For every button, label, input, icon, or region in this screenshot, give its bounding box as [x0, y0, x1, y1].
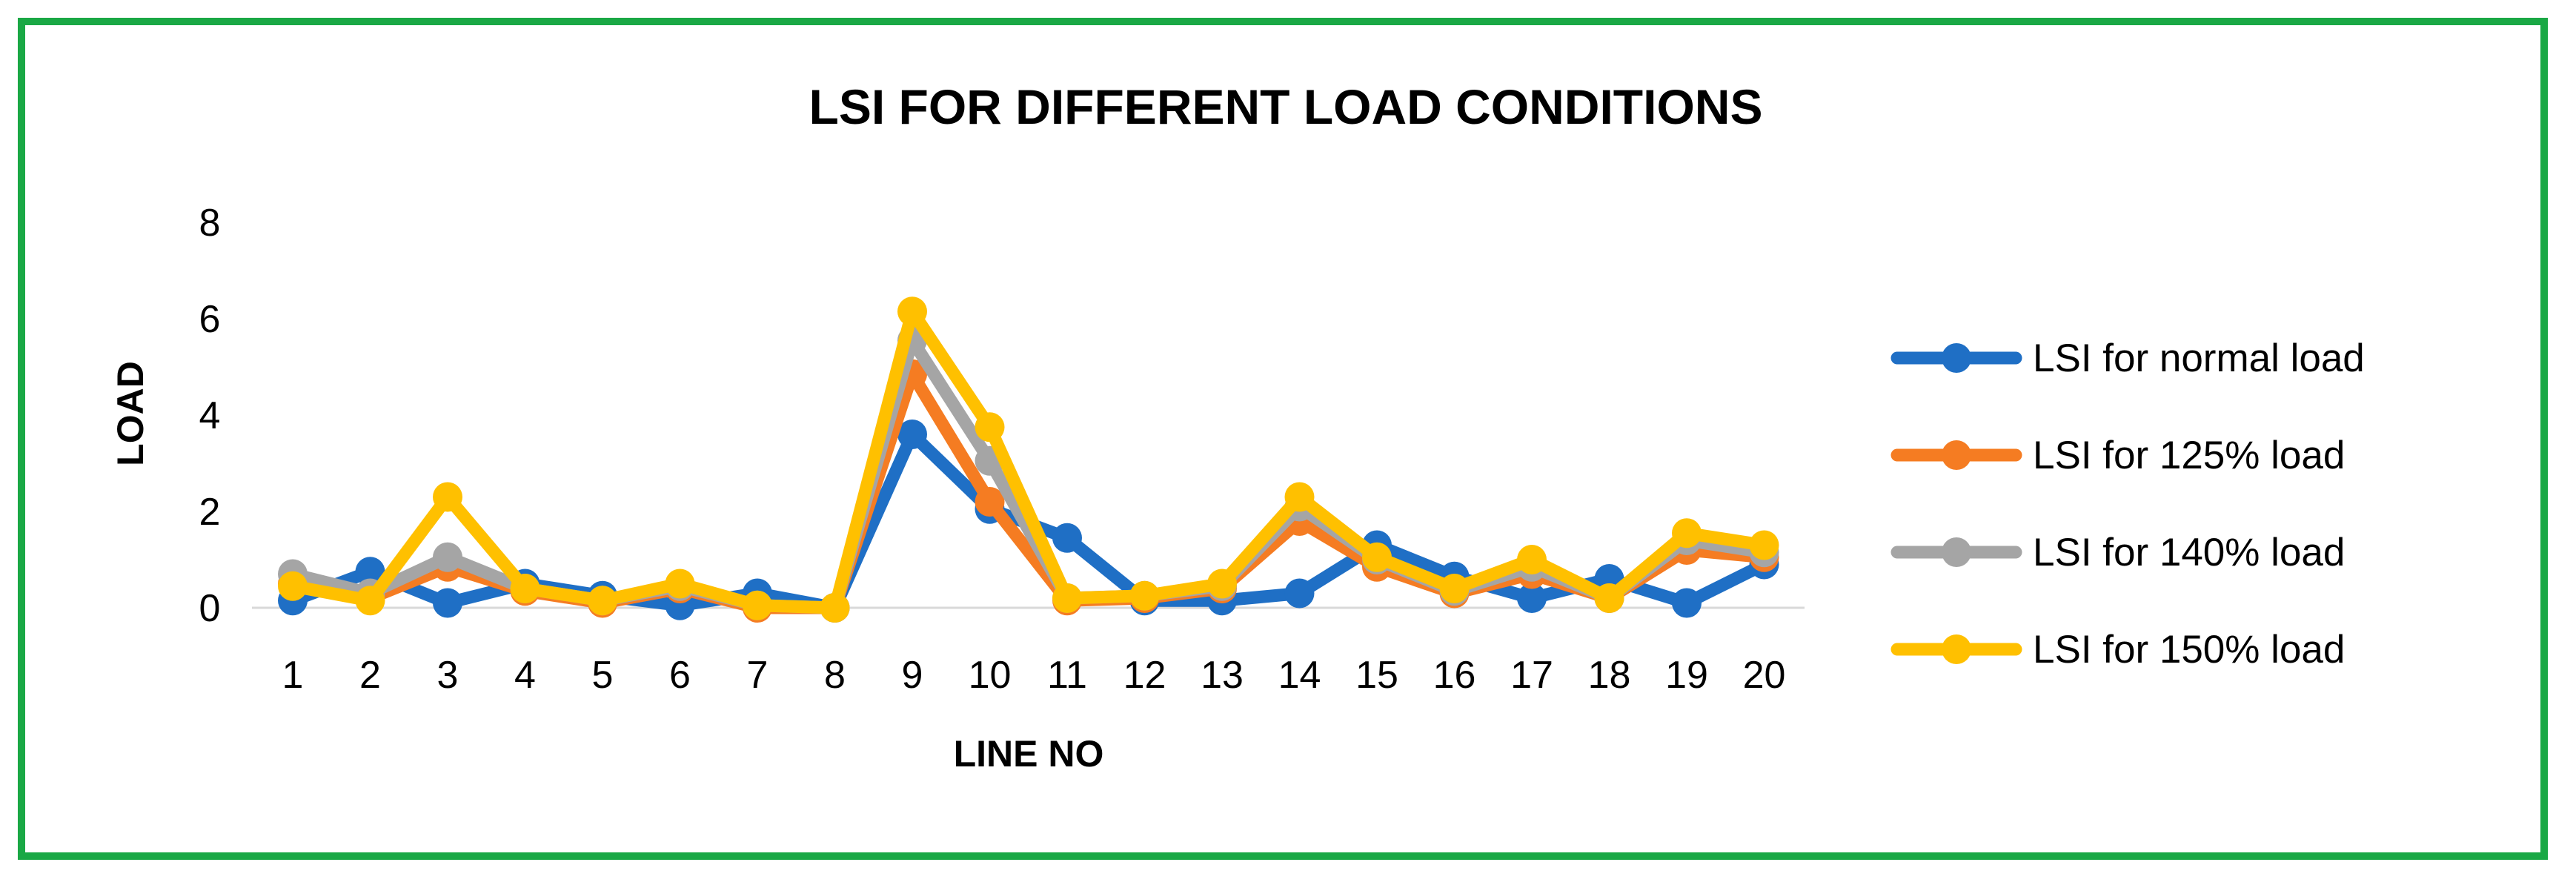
- legend-swatch-marker: [1942, 537, 1971, 567]
- data-point: [897, 420, 927, 449]
- x-tick-label: 2: [359, 654, 381, 697]
- legend-label: LSI for normal load: [2033, 337, 2365, 380]
- data-point: [820, 593, 850, 623]
- data-point: [355, 586, 385, 616]
- chart-frame: [18, 18, 2548, 860]
- data-point: [1284, 578, 1315, 609]
- data-point: [1749, 530, 1779, 560]
- data-point: [975, 487, 1005, 517]
- data-point: [433, 588, 462, 618]
- legend-item: LSI for normal load: [1890, 337, 2365, 380]
- legend-swatch-marker: [1942, 343, 1971, 373]
- x-tick-label: 19: [1665, 654, 1708, 697]
- x-tick-label: 8: [824, 654, 846, 697]
- legend-swatch-marker: [1942, 440, 1971, 470]
- data-point: [1517, 545, 1547, 574]
- data-point: [433, 482, 462, 512]
- x-tick-label: 20: [1743, 654, 1786, 697]
- legend-label: LSI for 125% load: [2033, 434, 2345, 477]
- data-point: [743, 590, 772, 620]
- x-tick-label: 10: [969, 654, 1012, 697]
- data-point: [510, 574, 540, 603]
- y-tick-label: 8: [199, 202, 221, 245]
- data-point: [1672, 588, 1702, 618]
- legend-item: LSI for 140% load: [1890, 531, 2345, 574]
- x-tick-label: 17: [1510, 654, 1553, 697]
- y-axis-ticks: 0 2 4 6 8: [199, 202, 221, 630]
- y-tick-label: 6: [199, 298, 221, 341]
- data-point: [1594, 583, 1624, 613]
- x-tick-label: 4: [514, 654, 536, 697]
- x-tick-label: 1: [282, 654, 304, 697]
- x-tick-label: 6: [669, 654, 691, 697]
- series-layer: [278, 296, 1779, 623]
- data-point: [975, 412, 1005, 442]
- data-point: [1284, 482, 1315, 512]
- series-group: [278, 296, 1779, 623]
- data-point: [1207, 569, 1237, 599]
- data-point: [1672, 518, 1702, 548]
- data-point: [1517, 583, 1547, 613]
- data-point: [433, 542, 462, 572]
- y-tick-label: 2: [199, 491, 221, 534]
- series-group: [278, 325, 1779, 623]
- data-point: [1052, 583, 1082, 613]
- x-axis-title: LINE NO: [954, 733, 1104, 775]
- x-tick-label: 18: [1588, 654, 1631, 697]
- legend-item: LSI for 150% load: [1890, 628, 2345, 672]
- y-tick-label: 0: [199, 587, 221, 630]
- legend-item: LSI for 125% load: [1890, 434, 2345, 477]
- legend-label: LSI for 150% load: [2033, 628, 2345, 672]
- data-point: [355, 557, 385, 587]
- x-tick-label: 11: [1047, 654, 1087, 697]
- x-tick-label: 13: [1201, 654, 1244, 697]
- x-tick-label: 15: [1355, 654, 1398, 697]
- x-tick-label: 3: [437, 654, 459, 697]
- x-tick-label: 14: [1278, 654, 1321, 697]
- y-tick-label: 4: [199, 394, 221, 437]
- data-point: [665, 569, 695, 599]
- y-axis-title: LOAD: [110, 361, 151, 466]
- x-tick-label: 5: [592, 654, 614, 697]
- x-tick-label: 16: [1433, 654, 1476, 697]
- legend: LSI for normal load LSI for 125% load LSI …: [1890, 337, 2365, 672]
- x-tick-label: 9: [902, 654, 923, 697]
- x-axis-ticks: 1 2 3 4 5 6 7 8 9 10 11 12 13 14 15 16 17 18 19 20: [282, 654, 1786, 697]
- legend-label: LSI for 140% load: [2033, 531, 2345, 574]
- x-tick-label: 12: [1123, 654, 1166, 697]
- data-point: [588, 586, 617, 616]
- data-point: [1439, 574, 1470, 603]
- data-point: [1129, 580, 1160, 611]
- data-point: [1052, 523, 1082, 553]
- chart-title: LSI FOR DIFFERENT LOAD CONDITIONS: [809, 79, 1763, 134]
- data-point: [897, 296, 927, 327]
- data-point: [278, 571, 308, 601]
- data-point: [1362, 542, 1392, 572]
- legend-swatch-marker: [1942, 634, 1971, 664]
- x-tick-label: 7: [747, 654, 769, 697]
